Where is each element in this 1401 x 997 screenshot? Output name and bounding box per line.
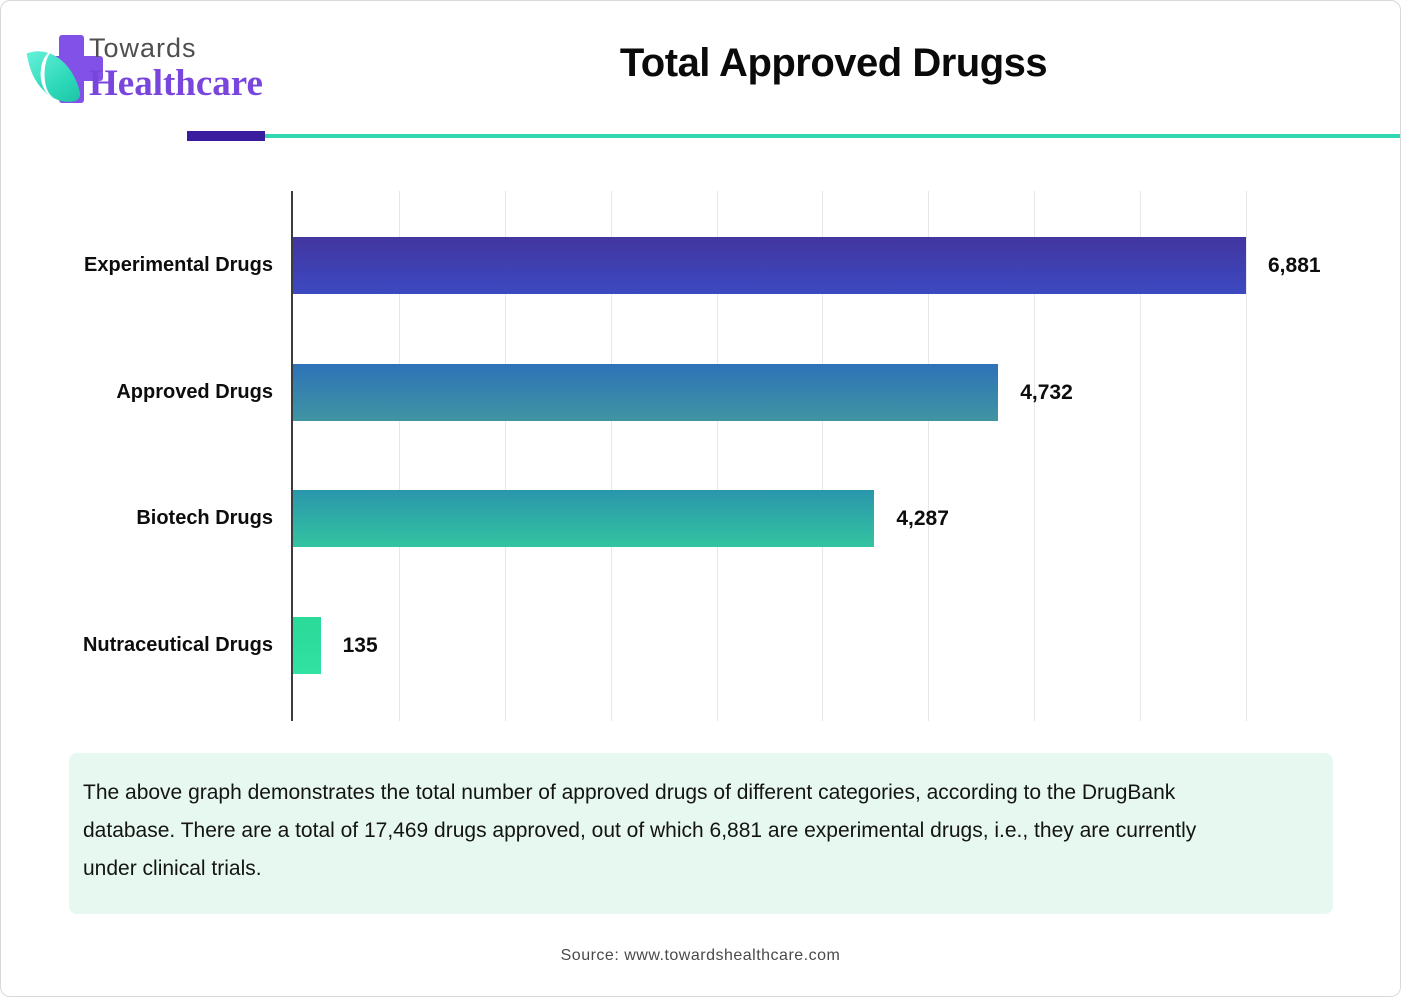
gridline [1246, 191, 1247, 721]
leaf-icon [26, 44, 82, 109]
gridline [928, 191, 930, 721]
category-label: Experimental Drugs [84, 254, 273, 276]
divider-accent [187, 131, 265, 141]
bar-chart-plot-area: 6,881 4,732 4,287 135 [291, 191, 1321, 721]
value-label: 6,881 [1268, 253, 1321, 277]
brand-name-healthcare: Healthcare [89, 63, 263, 104]
caption-box: The above graph demonstrates the total n… [69, 753, 1333, 914]
gridline [822, 191, 824, 721]
bar-biotech-drugs [293, 490, 875, 547]
category-label: Nutraceutical Drugs [82, 634, 273, 656]
bar-approved-drugs [293, 364, 999, 421]
page-title: Total Approved Drugss [619, 41, 1048, 85]
gridline [504, 191, 506, 721]
bar-nutraceutical-drugs [293, 617, 321, 674]
category-axis-labels: Experimental Drugs Approved Drugs Biotec… [1, 191, 273, 721]
value-label: 135 [342, 633, 378, 657]
gridline [716, 191, 718, 721]
category-label: Biotech Drugs [136, 507, 273, 529]
source-attribution: Source: www.towardshealthcare.com [560, 947, 841, 964]
caption-text: The above graph demonstrates the total n… [83, 781, 1197, 880]
brand-wordmark: Towards Healthcare [89, 33, 263, 105]
cross-leaf-icon [26, 35, 103, 109]
brand-name-towards: Towards [89, 33, 197, 63]
divider-line [264, 134, 1400, 138]
gridline [1034, 191, 1036, 721]
bar-experimental-drugs [293, 237, 1246, 294]
gridline [1140, 191, 1142, 721]
value-label: 4,287 [896, 506, 949, 530]
gridline [398, 191, 400, 721]
gridline [610, 191, 612, 721]
value-label: 4,732 [1020, 380, 1073, 404]
category-label: Approved Drugs [116, 381, 273, 403]
